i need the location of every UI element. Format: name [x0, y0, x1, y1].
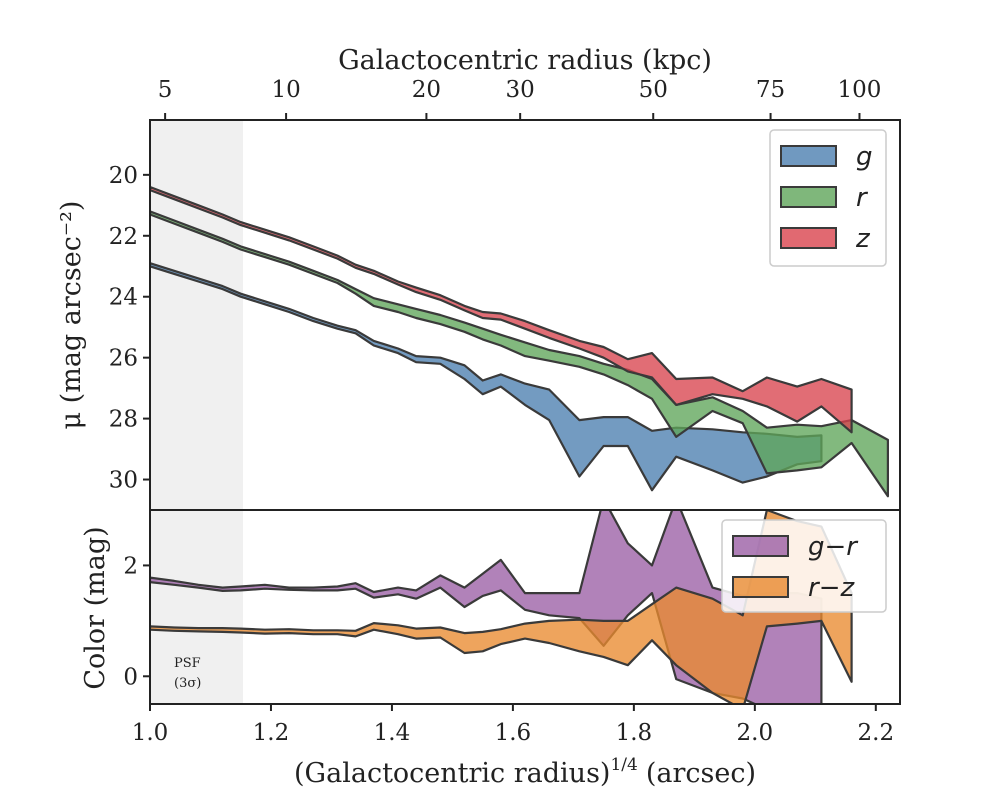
kpc-tick-label-1: 10	[271, 77, 300, 103]
x-tick-label-3: 1.6	[495, 720, 532, 746]
surface-brightness-y-ticks: 20 22 24 26 28 30	[109, 163, 150, 494]
sb-band-2	[150, 185, 853, 434]
color-band-1	[150, 510, 853, 704]
sb-band-1	[150, 210, 890, 498]
x-tick-label-2: 1.4	[374, 720, 411, 746]
x-tick-label-6: 2.2	[858, 720, 895, 746]
surface-brightness-areas	[150, 185, 890, 498]
x-tick-label-0: 1.0	[132, 720, 169, 746]
sb-legend-swatch-0	[780, 145, 837, 167]
top-kpc-axis-ticks: 5 10 20 30 50 75 100	[158, 77, 882, 120]
kpc-tick-label-4: 50	[639, 77, 668, 103]
color-y-tick-label-0: 0	[123, 664, 138, 690]
psf-annotation-line2: (3σ)	[174, 676, 201, 691]
bottom-y-axis-label: Color (mag)	[80, 526, 111, 689]
color-legend-swatch-1	[732, 576, 789, 598]
sb-y-tick-label-1: 22	[109, 224, 138, 250]
sb-y-tick-label-5: 30	[109, 468, 138, 494]
top-x-axis-label: Galactocentric radius (kpc)	[338, 45, 712, 76]
psf-annotation-line1: PSF	[174, 656, 201, 671]
top-y-axis-label: μ (mag arcsec⁻²)	[56, 201, 87, 430]
color-legend: g−r r−z	[721, 519, 887, 613]
bottom-x-axis-label: (Galactocentric radius)1/4 (arcsec)	[294, 755, 756, 789]
sb-y-tick-label-0: 20	[109, 163, 138, 189]
sb-y-tick-label-3: 26	[109, 346, 138, 372]
psf-shaded-region-bottom	[150, 510, 243, 704]
x-tick-label-5: 2.0	[737, 720, 774, 746]
color-areas	[150, 510, 853, 704]
sb-band-0	[150, 262, 823, 492]
kpc-tick-label-2: 20	[412, 77, 441, 103]
x-tick-label-4: 1.8	[616, 720, 653, 746]
sb-legend-label-0: g	[856, 142, 873, 172]
x-label-main: (Galactocentric radius)	[294, 758, 610, 789]
kpc-tick-label-3: 30	[506, 77, 535, 103]
color-legend-label-0: g−r	[808, 532, 859, 562]
surface-brightness-legend: grz	[769, 129, 887, 267]
surface-brightness-panel: 20 22 24 26 28 30 5 10 20 30 50 75 100 Galactocentr…	[56, 45, 901, 511]
x-tick-label-1: 1.2	[253, 720, 290, 746]
sb-legend-label-2: z	[855, 224, 871, 254]
kpc-tick-label-5: 75	[756, 77, 785, 103]
color-panel: 02 1.0 1.2 1.4 1.6 1.8 2.0 2.2 PSF (3σ) Color …	[80, 509, 901, 789]
sb-y-tick-label-4: 28	[109, 407, 138, 433]
x-label-superscript: 1/4	[610, 755, 637, 775]
bottom-panel-frame	[149, 509, 901, 705]
bottom-x-axis-ticks: 1.0 1.2 1.4 1.6 1.8 2.0 2.2	[132, 704, 894, 746]
kpc-tick-label-0: 5	[158, 77, 173, 103]
kpc-tick-label-6: 100	[838, 77, 882, 103]
psf-shaded-region-top	[150, 120, 243, 510]
color-y-ticks: 02	[123, 553, 150, 690]
color-legend-box	[721, 519, 887, 613]
sb-legend-swatch-1	[780, 186, 837, 208]
sb-legend-swatch-2	[780, 227, 837, 249]
color-legend-label-1: r−z	[808, 573, 855, 603]
color-y-tick-label-1: 2	[123, 553, 138, 579]
sb-legend-label-1: r	[856, 183, 869, 213]
x-label-unit: (arcsec)	[646, 758, 756, 789]
sb-y-tick-label-2: 24	[109, 285, 138, 311]
color-legend-swatch-0	[732, 535, 789, 557]
